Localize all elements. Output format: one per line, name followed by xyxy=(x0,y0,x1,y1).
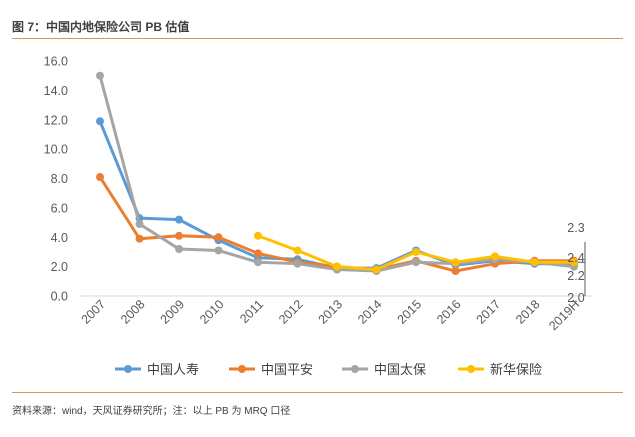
x-tick-label: 2018 xyxy=(513,297,543,327)
y-tick-label: 0.0 xyxy=(51,290,68,304)
data-point xyxy=(570,258,578,267)
title-divider xyxy=(12,38,623,39)
x-tick-label: 2010 xyxy=(197,297,227,327)
data-point xyxy=(451,258,460,267)
x-tick-label: 2008 xyxy=(118,297,148,327)
data-point xyxy=(530,258,539,267)
y-tick-label: 16.0 xyxy=(44,55,68,69)
chart-legend: 中国人寿 中国平安 中国太保 新华保险 xyxy=(115,362,542,377)
chart-title: 图 7：中国内地保险公司 PB 估值 xyxy=(12,20,190,34)
y-tick-label: 10.0 xyxy=(44,143,68,157)
y-tick-label: 2.0 xyxy=(51,260,68,274)
source-note: 资料来源：wind，天风证券研究所；注：以上 PB 为 MRQ 口径 xyxy=(12,406,291,417)
data-point xyxy=(96,71,104,80)
data-point xyxy=(175,231,183,240)
data-point xyxy=(293,246,302,255)
legend-label: 中国太保 xyxy=(374,362,426,377)
x-tick-label: 2009 xyxy=(158,297,188,327)
legend-item: 新华保险 xyxy=(458,362,542,377)
data-point xyxy=(175,215,183,224)
data-point xyxy=(451,267,460,276)
series-4 xyxy=(254,231,578,274)
value-annotation: 2.4 xyxy=(567,251,584,265)
data-point xyxy=(135,234,144,243)
legend-label: 中国人寿 xyxy=(147,362,199,377)
chart-axes: 0.0 2.0 4.0 6.0 8.0 10.0 12.0 14.0 16.0 2007 2008 2… xyxy=(44,55,592,333)
series-3 xyxy=(96,71,578,276)
pb-line-chart: 0.0 2.0 4.0 6.0 8.0 10.0 12.0 14.0 16.0 2007 2008 2… xyxy=(44,55,592,377)
y-tick-label: 12.0 xyxy=(44,113,68,127)
data-point xyxy=(333,262,341,271)
series-1 xyxy=(96,117,578,273)
data-point xyxy=(175,245,183,253)
data-point xyxy=(412,247,420,256)
x-tick-label: 2016 xyxy=(434,297,464,327)
data-point xyxy=(254,249,262,258)
series-line xyxy=(98,120,574,270)
data-point xyxy=(214,233,223,242)
legend-label: 中国平安 xyxy=(261,362,313,377)
x-tick-label: 2017 xyxy=(474,297,504,327)
series-line xyxy=(98,75,575,273)
data-point xyxy=(96,173,104,182)
data-point xyxy=(293,259,302,268)
data-point xyxy=(135,220,144,229)
series-lines xyxy=(96,71,578,276)
value-annotation: 2.0 xyxy=(567,291,584,305)
x-tick-label: 2014 xyxy=(355,297,385,327)
legend-marker xyxy=(351,365,359,373)
legend-marker xyxy=(238,365,246,373)
data-point xyxy=(96,117,104,126)
y-tick-label: 8.0 xyxy=(51,172,68,186)
end-annotations: 2.3 2.4 2.2 2.0 xyxy=(567,221,586,305)
data-point xyxy=(254,258,262,267)
x-tick-label: 2012 xyxy=(276,297,306,327)
x-tick-label: 2007 xyxy=(79,297,109,327)
y-tick-label: 14.0 xyxy=(44,84,68,98)
legend-item: 中国人寿 xyxy=(115,362,199,377)
data-point xyxy=(491,252,499,261)
x-tick-label: 2011 xyxy=(237,297,266,326)
value-annotation: 2.2 xyxy=(567,269,584,283)
data-point xyxy=(254,231,262,240)
x-tick-label: 2015 xyxy=(395,297,425,327)
legend-item: 中国太保 xyxy=(342,362,426,377)
y-tick-label: 6.0 xyxy=(51,201,68,215)
legend-item: 中国平安 xyxy=(229,362,313,377)
value-annotation: 2.3 xyxy=(567,221,584,235)
data-point xyxy=(372,265,381,274)
data-point xyxy=(214,246,223,255)
legend-label: 新华保险 xyxy=(490,362,542,377)
y-tick-label: 4.0 xyxy=(51,231,68,245)
x-tick-label: 2013 xyxy=(316,297,346,327)
legend-marker xyxy=(124,365,132,373)
legend-marker xyxy=(467,365,475,373)
footer-divider xyxy=(12,392,623,393)
data-point xyxy=(412,258,420,267)
